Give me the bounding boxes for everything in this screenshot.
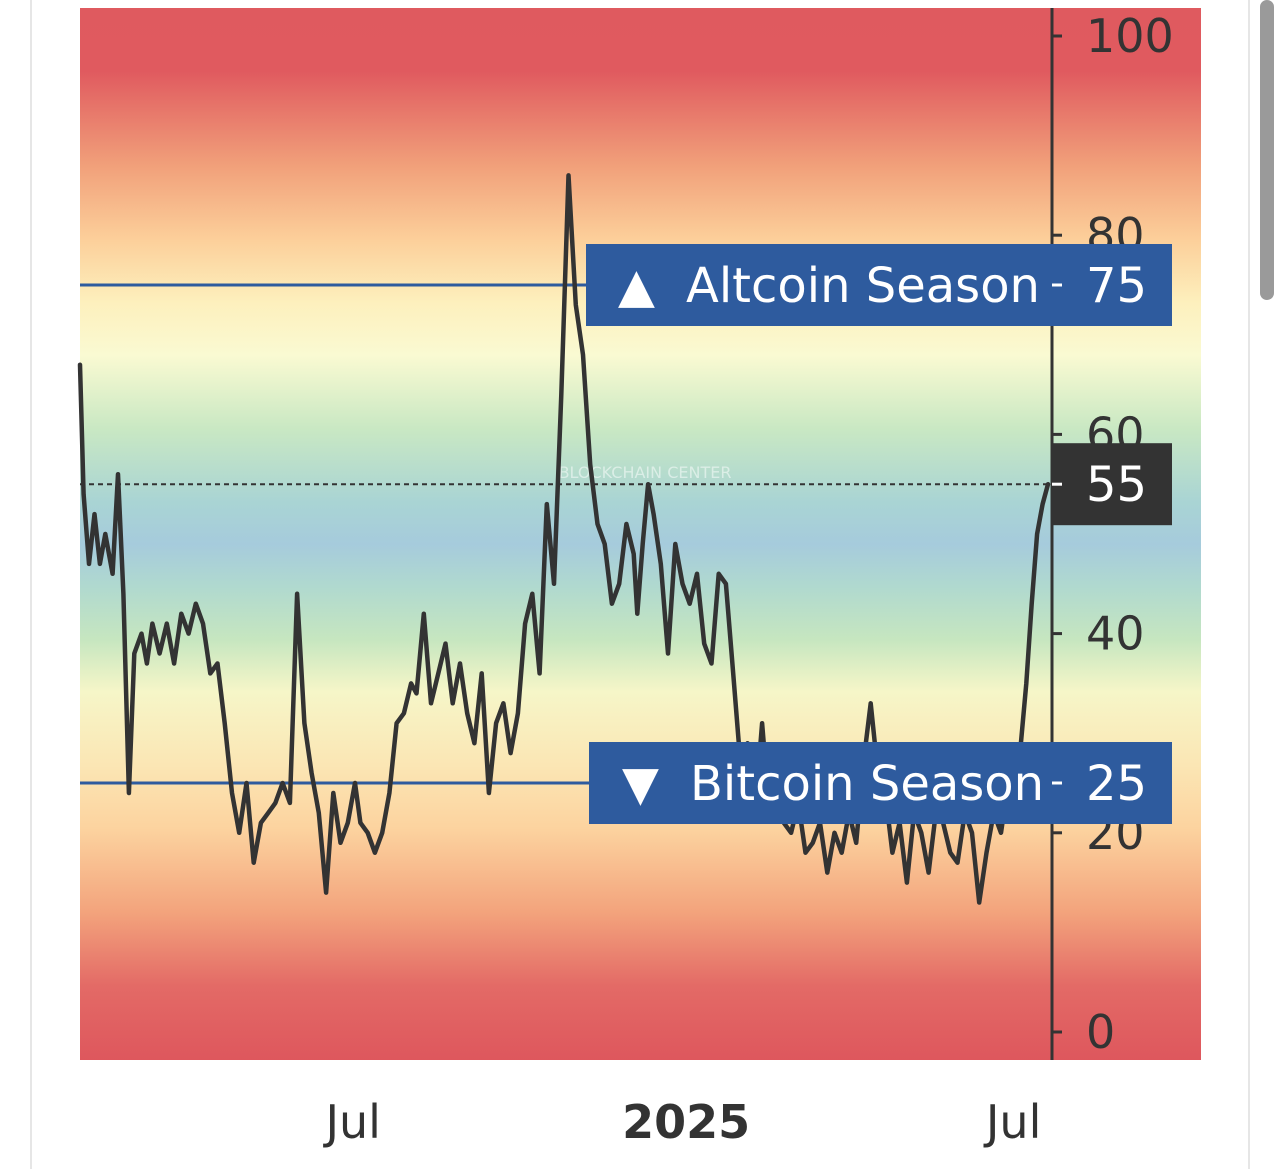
altcoin-season-value: 75 — [1086, 258, 1147, 314]
down-triangle-icon: ▼ — [622, 756, 659, 812]
x-axis-ticks: Jul 2025 Jul — [322, 1095, 1041, 1149]
up-triangle-icon: ▲ — [618, 258, 655, 314]
altcoin-season-label-text: Altcoin Season — [686, 258, 1040, 314]
x-tick-label: 2025 — [622, 1095, 750, 1149]
y-tick-label: 40 — [1086, 607, 1145, 661]
current-value-badge: 55 — [1052, 443, 1172, 526]
x-tick-label: Jul — [983, 1095, 1042, 1149]
bitcoin-season-label-box — [589, 742, 1172, 824]
altcoin-index-series-line — [77, 173, 1051, 905]
page-frame-right — [1248, 0, 1250, 1169]
page-frame-left — [30, 0, 32, 1169]
current-value-text: 55 — [1086, 457, 1147, 513]
altcoin-season-label: ▲ Altcoin Season 75 — [586, 244, 1172, 326]
y-tick-label: 100 — [1086, 9, 1174, 63]
bitcoin-season-label-text: Bitcoin Season — [690, 756, 1044, 812]
bitcoin-season-label: ▼ Bitcoin Season 25 — [589, 742, 1172, 824]
altcoin-season-label-box — [586, 244, 1172, 326]
watermark: BLOCKCHAIN CENTER — [559, 463, 732, 482]
plot-background — [80, 8, 1201, 1060]
scrollbar-thumb[interactable] — [1260, 0, 1274, 300]
x-tick-label: Jul — [322, 1095, 381, 1149]
x-axis-area — [80, 1060, 1201, 1169]
y-tick-label: 0 — [1086, 1005, 1115, 1059]
bitcoin-season-value: 25 — [1086, 756, 1147, 812]
current-value-box — [1052, 443, 1172, 526]
